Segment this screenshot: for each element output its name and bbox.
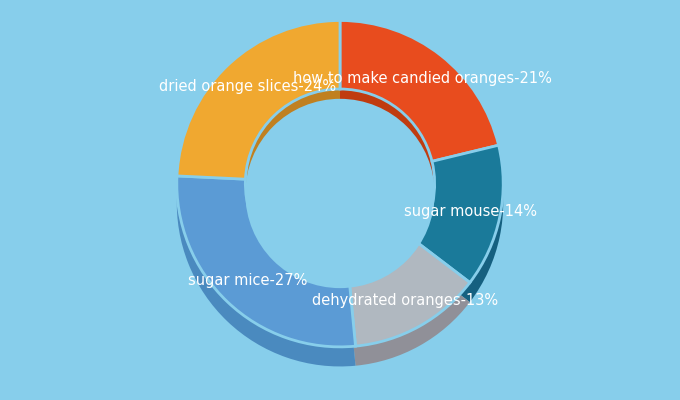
Text: sugar mice-27%: sugar mice-27% — [188, 273, 307, 288]
Circle shape — [245, 99, 435, 288]
Wedge shape — [415, 165, 503, 302]
Wedge shape — [177, 196, 356, 366]
Wedge shape — [415, 145, 503, 282]
Wedge shape — [340, 20, 498, 161]
Wedge shape — [349, 260, 470, 366]
Wedge shape — [340, 40, 498, 181]
Wedge shape — [177, 40, 340, 199]
Text: sugar mouse-14%: sugar mouse-14% — [405, 204, 537, 218]
Wedge shape — [349, 241, 470, 346]
Text: how to make candied oranges-21%: how to make candied oranges-21% — [293, 71, 552, 86]
Text: dried orange slices-24%: dried orange slices-24% — [159, 79, 336, 94]
Wedge shape — [177, 176, 356, 347]
Wedge shape — [177, 20, 340, 179]
Text: dehydrated oranges-13%: dehydrated oranges-13% — [312, 293, 498, 308]
